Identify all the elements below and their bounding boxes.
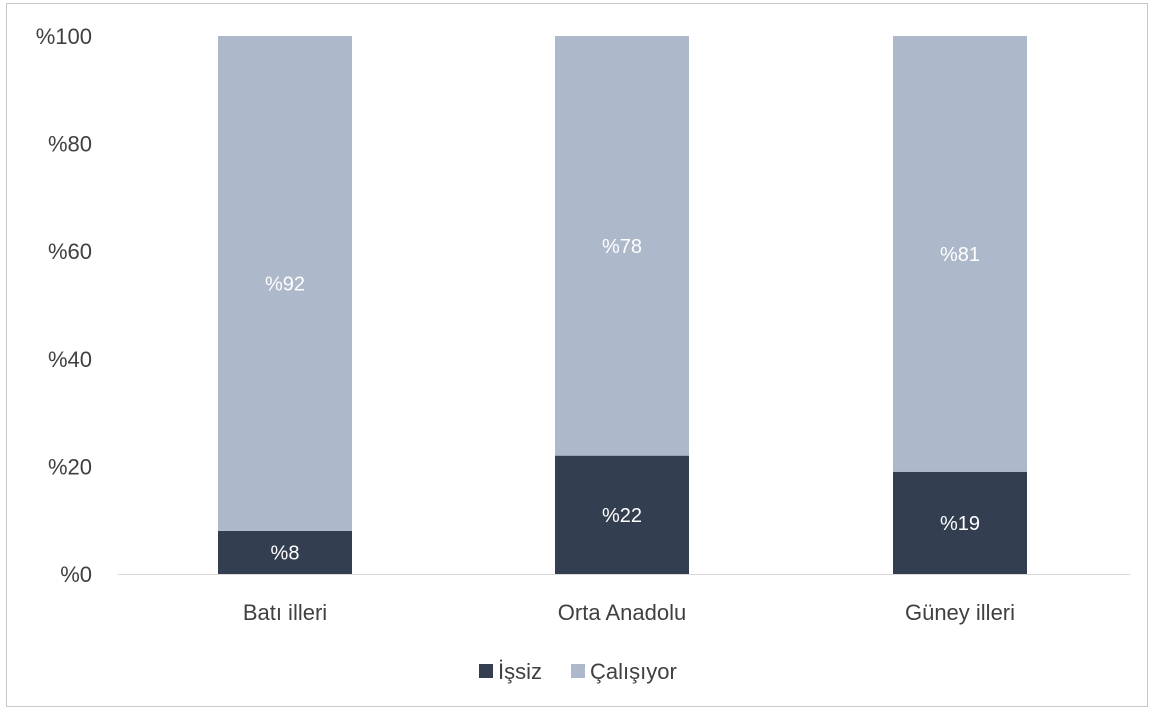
- bar-calisiyor: [218, 36, 352, 531]
- y-tick-label: %100: [36, 24, 92, 49]
- y-tick-label: %60: [48, 239, 92, 264]
- data-label: %81: [940, 244, 980, 266]
- x-category-label: Batı illeri: [243, 600, 327, 625]
- data-label: %92: [265, 273, 305, 295]
- data-label: %78: [602, 236, 642, 258]
- bar-issiz: [218, 530, 352, 574]
- bar-issiz: [555, 455, 689, 574]
- legend-swatch: [571, 664, 585, 678]
- legend-label: İşsiz: [498, 659, 542, 684]
- y-tick-label: %0: [60, 562, 92, 587]
- data-label: %19: [940, 513, 980, 535]
- data-label: %22: [602, 505, 642, 527]
- y-tick-label: %20: [48, 454, 92, 479]
- legend-label: Çalışıyor: [590, 659, 677, 684]
- y-tick-label: %40: [48, 347, 92, 372]
- bar-calisiyor: [893, 36, 1027, 472]
- bar-issiz: [893, 471, 1027, 574]
- x-category-label: Orta Anadolu: [558, 600, 686, 625]
- y-tick-label: %80: [48, 132, 92, 157]
- legend-swatch: [479, 664, 493, 678]
- x-category-label: Güney illeri: [905, 600, 1015, 625]
- bar-calisiyor: [555, 36, 689, 456]
- data-label: %8: [271, 542, 300, 564]
